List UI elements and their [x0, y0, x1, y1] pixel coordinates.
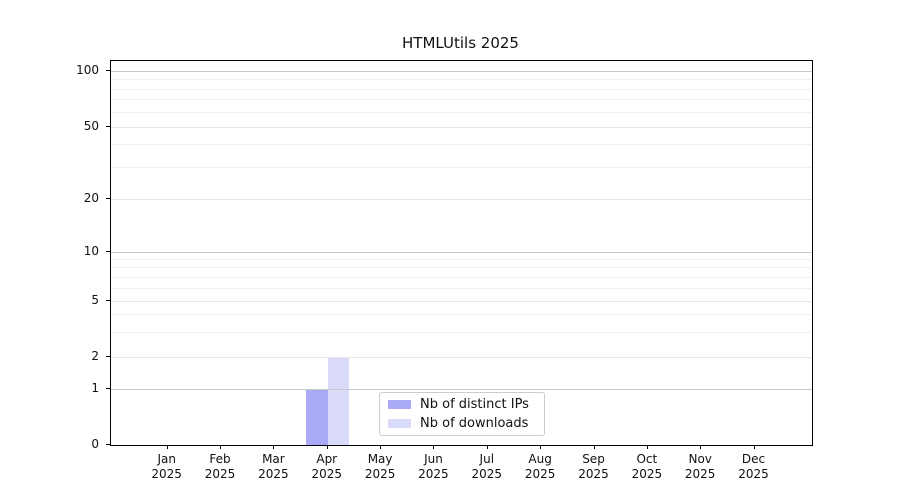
x-tick-label: Jul 2025	[459, 452, 515, 482]
x-tick-label: Apr 2025	[299, 452, 355, 482]
gridline	[111, 314, 812, 316]
gridline	[111, 79, 812, 80]
x-tick-mark	[486, 445, 488, 449]
x-tick-label: May 2025	[352, 452, 408, 482]
x-tick-label: Sep 2025	[566, 452, 622, 482]
x-tick-label: Jan 2025	[139, 452, 195, 482]
x-tick-month: Apr	[316, 452, 338, 466]
gridline	[111, 144, 812, 146]
gridline	[111, 356, 812, 358]
x-tick-month: Aug	[528, 452, 552, 466]
x-tick-month: May	[367, 452, 393, 466]
y-tick-label: 10	[83, 244, 99, 258]
legend-label: Nb of distinct IPs	[420, 396, 529, 412]
gridline	[111, 287, 812, 289]
x-tick-mark	[326, 445, 328, 449]
x-tick-month: Nov	[688, 452, 712, 466]
x-tick-month: Jun	[424, 452, 443, 466]
gridline	[111, 258, 812, 260]
x-tick-mark	[593, 445, 595, 449]
x-tick-year: 2025	[311, 467, 343, 481]
x-tick-label: Dec 2025	[726, 452, 782, 482]
y-tick-mark	[106, 356, 110, 357]
y-tick-label: 50	[83, 119, 99, 133]
x-tick-month: Jul	[479, 452, 495, 466]
x-tick-month: Dec	[741, 452, 766, 466]
y-tick-mark	[106, 444, 110, 445]
x-tick-label: Nov 2025	[672, 452, 728, 482]
x-tick-year: 2025	[524, 467, 556, 481]
gridline	[111, 331, 812, 333]
gridline	[111, 70, 812, 72]
gridline	[111, 300, 812, 302]
x-tick-label: Jun 2025	[405, 452, 461, 482]
y-tick-mark	[106, 198, 110, 199]
bar-downloads	[327, 357, 350, 445]
gridline	[111, 111, 812, 113]
gridline	[111, 388, 812, 390]
x-tick-year: 2025	[364, 467, 396, 481]
bar-distinct-ips	[306, 389, 328, 445]
y-tick-label: 20	[83, 191, 99, 205]
x-tick-mark	[166, 445, 168, 449]
gridline	[111, 276, 812, 278]
x-tick-year: 2025	[684, 467, 716, 481]
x-tick-year: 2025	[418, 467, 449, 481]
x-tick-mark	[540, 445, 542, 449]
y-tick-label: 1	[91, 381, 99, 395]
gridline	[111, 251, 812, 253]
x-tick-year: 2025	[631, 467, 663, 481]
y-tick-mark	[106, 300, 110, 301]
x-tick-label: Aug 2025	[512, 452, 568, 482]
x-tick-year: 2025	[204, 467, 236, 481]
legend-item-distinct-ips: Nb of distinct IPs	[380, 396, 544, 413]
y-tick-label: 0	[91, 437, 99, 451]
x-tick-mark	[433, 445, 435, 449]
y-tick-label: 100	[76, 63, 99, 77]
x-tick-mark	[220, 445, 222, 449]
y-tick-mark	[106, 388, 110, 389]
x-tick-mark	[646, 445, 648, 449]
x-tick-year: 2025	[258, 467, 289, 481]
legend-swatch-distinct-ips	[388, 399, 411, 409]
legend: Nb of distinct IPs Nb of downloads	[379, 392, 545, 436]
chart-title: HTMLUtils 2025	[402, 34, 519, 52]
y-tick-label: 2	[91, 349, 99, 363]
legend-swatch-downloads	[388, 419, 411, 429]
gridline	[111, 126, 812, 128]
y-tick-mark	[106, 126, 110, 127]
gridline	[111, 88, 812, 90]
x-tick-mark	[273, 445, 275, 449]
y-tick-mark	[106, 70, 110, 71]
legend-item-downloads: Nb of downloads	[380, 416, 544, 433]
x-tick-label: Mar 2025	[245, 452, 301, 482]
y-tick-mark	[106, 251, 110, 252]
x-tick-mark	[700, 445, 702, 449]
y-tick-label: 5	[91, 293, 99, 307]
legend-label: Nb of downloads	[420, 416, 529, 432]
x-tick-year: 2025	[738, 467, 769, 481]
x-tick-mark	[380, 445, 382, 449]
x-tick-label: Feb 2025	[192, 452, 248, 482]
gridline	[111, 166, 812, 168]
x-tick-month: Sep	[582, 452, 605, 466]
x-tick-year: 2025	[151, 467, 182, 481]
x-tick-label: Oct 2025	[619, 452, 675, 482]
x-tick-month: Oct	[636, 452, 658, 466]
x-tick-year: 2025	[471, 467, 503, 481]
x-tick-month: Mar	[262, 452, 285, 466]
gridline	[111, 198, 812, 200]
gridline	[111, 267, 812, 269]
x-tick-month: Feb	[209, 452, 231, 466]
gridline	[111, 99, 812, 101]
x-tick-mark	[753, 445, 755, 449]
x-tick-year: 2025	[578, 467, 609, 481]
plot-area: Nb of distinct IPs Nb of downloads	[110, 60, 813, 446]
x-tick-month: Jan	[157, 452, 176, 466]
